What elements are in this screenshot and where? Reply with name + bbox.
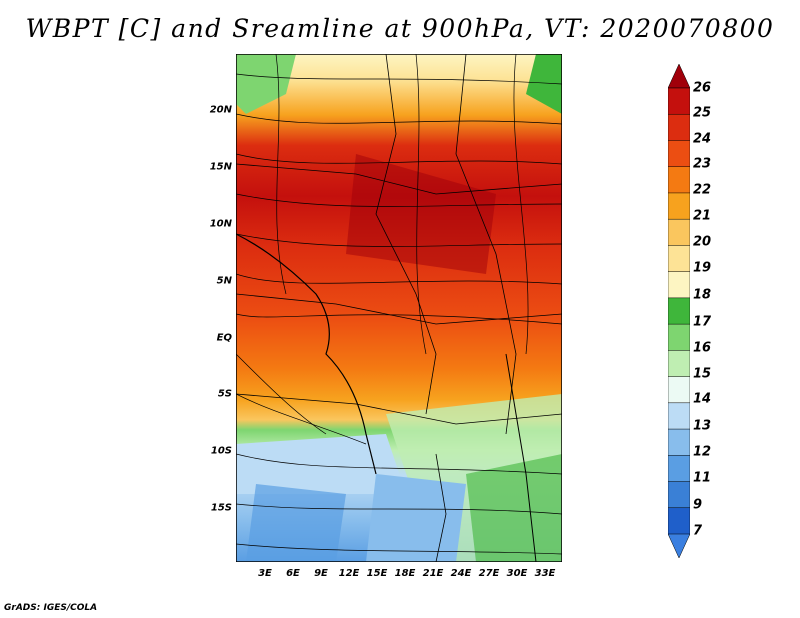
lat-label-eq: EQ xyxy=(216,332,232,344)
lon-label-27e: 27E xyxy=(478,568,500,579)
colorbar-segment xyxy=(668,140,690,168)
lon-label-21e: 21E xyxy=(422,568,444,579)
border-line-2 xyxy=(455,53,517,435)
colorbar-segment xyxy=(668,428,690,457)
colorbar-segment xyxy=(668,87,690,115)
colorbar xyxy=(668,64,690,558)
lat-label-5n: 5N xyxy=(216,275,232,287)
colorbar-segment xyxy=(668,166,690,194)
colorbar-label-24: 24 xyxy=(693,131,712,147)
colorbar-segment xyxy=(668,376,690,404)
colorbar-label-14: 14 xyxy=(693,391,712,407)
colorbar-label-25: 25 xyxy=(693,105,712,121)
colorbar-segment xyxy=(668,455,690,483)
colorbar-segment xyxy=(668,533,690,558)
green-patch-ne xyxy=(526,54,562,114)
lat-label-20n: 20N xyxy=(209,104,232,116)
map-panel xyxy=(235,53,563,563)
colorbar-segment xyxy=(668,507,690,535)
colorbar-label-20: 20 xyxy=(693,234,712,250)
lat-label-10s: 10S xyxy=(210,445,232,457)
blue-patch-sw xyxy=(236,434,406,494)
colorbar-label-15: 15 xyxy=(693,366,712,382)
streamlines xyxy=(235,53,563,555)
border-line-1 xyxy=(375,53,437,415)
colorbar-segment xyxy=(668,245,690,273)
lon-label-9e: 9E xyxy=(314,568,328,579)
colorbar-label-16: 16 xyxy=(693,340,712,356)
coastline-east xyxy=(505,353,537,563)
lon-label-6e: 6E xyxy=(286,568,300,579)
blue-patch-sw-deep xyxy=(246,484,346,562)
lat-label-15n: 15N xyxy=(209,161,232,173)
colorbar-label-13: 13 xyxy=(693,418,712,434)
map-canvas xyxy=(235,53,563,563)
lat-label-10n: 10N xyxy=(209,218,232,230)
colorbar-label-26: 26 xyxy=(693,80,712,96)
border-line-6 xyxy=(435,453,447,563)
lat-label-15s: 15S xyxy=(210,502,232,514)
colorbar-segment xyxy=(668,481,690,509)
chart-title: WBPT [C] and Sreamline at 900hPa, VT: 20… xyxy=(25,14,775,43)
colorbar-segment xyxy=(668,323,690,352)
colorbar-segment xyxy=(668,192,690,220)
colorbar-label-12: 12 xyxy=(693,444,712,460)
colorbar-segment xyxy=(668,218,690,247)
lon-label-30e: 30E xyxy=(506,568,528,579)
border-line-3 xyxy=(235,163,563,195)
colorbar-label-22: 22 xyxy=(693,182,712,198)
colorbar-segment xyxy=(668,271,690,299)
colorbar-segment xyxy=(668,113,690,142)
lon-label-3e: 3E xyxy=(258,568,272,579)
border-line-5 xyxy=(235,393,563,425)
lon-label-18e: 18E xyxy=(394,568,416,579)
blue-patch-s xyxy=(366,474,466,562)
lon-label-15e: 15E xyxy=(366,568,388,579)
lon-label-33e: 33E xyxy=(534,568,556,579)
lon-label-24e: 24E xyxy=(450,568,472,579)
green-patch-se-dark xyxy=(466,454,562,562)
colorbar-label-9: 9 xyxy=(693,497,703,513)
colorbar-label-17: 17 xyxy=(693,314,712,330)
footer-credit: GrADS: IGES/COLA xyxy=(4,603,98,613)
lon-label-12e: 12E xyxy=(338,568,360,579)
colorbar-label-19: 19 xyxy=(693,260,712,276)
colorbar-label-11: 11 xyxy=(693,470,712,486)
colorbar-label-23: 23 xyxy=(693,156,712,172)
colorbar-label-18: 18 xyxy=(693,287,712,303)
coastline-west xyxy=(235,233,377,475)
lat-label-5s: 5S xyxy=(217,388,232,400)
colorbar-segment xyxy=(668,350,690,378)
green-patch-nw xyxy=(236,54,296,114)
colorbar-label-21: 21 xyxy=(693,208,712,224)
colorbar-segment xyxy=(668,402,690,430)
colorbar-segment xyxy=(668,297,690,325)
colorbar-label-7: 7 xyxy=(693,523,703,539)
colorbar-segment xyxy=(668,64,690,89)
